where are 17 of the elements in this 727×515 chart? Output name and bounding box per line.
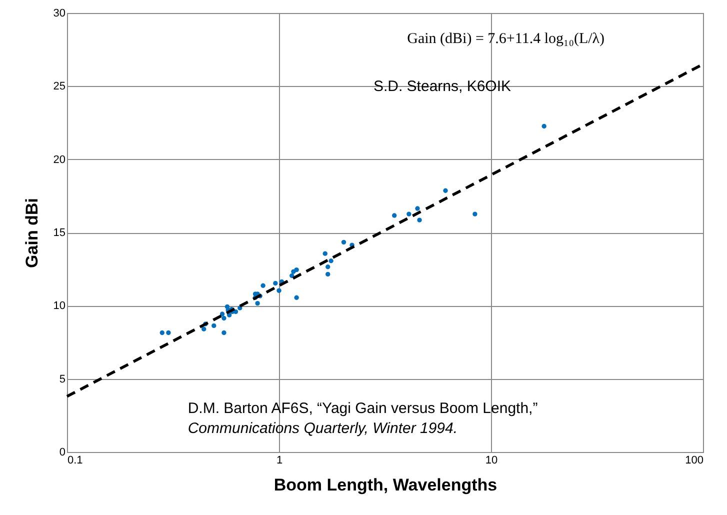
y-tick-label: 0 (59, 446, 66, 458)
y-tick-label: 15 (53, 227, 66, 239)
x-tick-label: 100 (685, 454, 704, 466)
annotation: Communications Quarterly, Winter 1994. (188, 420, 458, 437)
x-tick-label: 10 (485, 454, 498, 466)
annotation: Gain (dBi) = 7.6+11.4 log₁₀(L/λ) (407, 31, 605, 47)
y-tick-label: 30 (53, 8, 66, 20)
x-axis-title: Boom Length, Wavelengths (274, 476, 498, 494)
annotation: D.M. Barton AF6S, “Yagi Gain versus Boom Length,” (188, 400, 538, 417)
x-tick-label: 1 (276, 454, 283, 466)
y-tick-label: 25 (53, 80, 66, 93)
x-tick-label: 0.1 (68, 454, 83, 466)
y-tick-label: 5 (59, 373, 66, 386)
y-tick-label: 10 (53, 300, 66, 312)
y-tick-label: 20 (53, 154, 66, 166)
y-axis-title: Gain dBi (22, 198, 42, 268)
annotation: S.D. Stearns, K6OIK (373, 78, 512, 95)
